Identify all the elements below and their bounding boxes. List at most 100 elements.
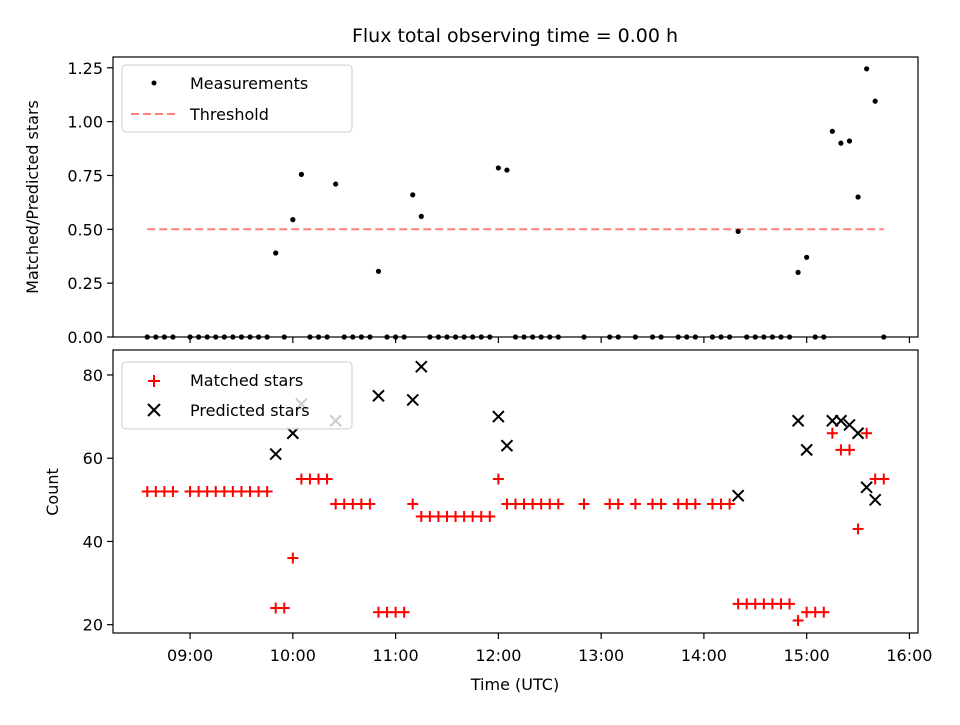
matched-star-point [826,427,838,439]
matched-star-point [492,473,504,485]
bottom-y-tick-label: 60 [83,449,103,468]
measurement-point [829,128,835,134]
matched-star-point [321,473,333,485]
predicted-star-point [860,481,873,494]
top-y-tick-label: 0.75 [67,166,103,185]
predicted-star-point [286,427,300,440]
measurement-point [864,66,870,72]
matched-star-point [612,498,624,510]
top-legend: Measurements Threshold [121,64,353,133]
legend-threshold-label: Threshold [189,105,269,124]
predicted-star-point [834,414,848,427]
top-axes-frame [112,56,919,338]
matched-star-point [398,606,410,618]
bottom-marks [141,360,890,627]
matched-star-point [861,427,873,439]
chart-title: Flux total observing time = 0.00 h [352,25,678,47]
legend-predicted-label: Predicted stars [190,401,310,420]
bottom-y-axis-label: Count [43,468,62,516]
bottom-x-tick-label: 11:00 [373,646,419,665]
matched-star-point [287,552,299,564]
bottom-axes-frame [112,349,919,634]
bottom-x-tick-label: 15:00 [784,646,830,665]
matched-star-point [552,498,564,510]
top-marks [144,66,887,340]
measurement-point [804,254,810,260]
predicted-star-point [731,489,745,502]
top-y-tick-label: 1.00 [67,113,103,132]
measurement-point [735,228,741,235]
top-x-ticks [189,337,911,343]
predicted-star-point [269,447,282,461]
bottom-x-ticks: 09:00 10:00 11:00 12:00 13:00 14:00 15:00 16:00 [167,633,932,665]
predicted-star-point [500,439,514,452]
top-y-tick-label: 0.25 [67,274,103,293]
top-y-tick-label: 0.00 [67,328,103,347]
top-y-tick-label: 1.25 [67,59,103,78]
predicted-star-point [492,410,505,423]
bottom-y-ticks: 20 40 60 80 [83,366,113,635]
measurement-point [504,167,510,173]
bottom-legend-box [121,361,353,430]
measurement-point [375,268,382,274]
top-y-tick-label: 0.50 [67,220,103,239]
bottom-y-tick-label: 80 [83,366,103,385]
predicted-star-point [372,389,385,402]
matched-star-point [784,598,796,610]
measurement-point [855,194,861,200]
matched-star-point [792,615,804,627]
matched-star-point [484,510,496,522]
matched-star-point [278,602,290,614]
measurement-point [273,250,279,256]
measurement-point [846,138,853,144]
matched-star-point [629,498,641,510]
measurement-point [872,98,878,104]
measurement-point [838,140,844,146]
matched-star-point [364,498,376,510]
top-legend-box [121,64,353,133]
predicted-star-point [800,443,813,457]
legend-predicted-marker [147,403,161,417]
top-y-axis-label: Matched/Predicted stars [23,100,42,294]
bottom-panel: 09:00 10:00 11:00 12:00 13:00 14:00 15:00 16:00… [43,349,932,694]
measurement-point [418,213,424,219]
bottom-x-tick-label: 16:00 [886,646,932,665]
measurement-point [298,171,305,177]
bottom-x-axis-label: Time (UTC) [470,675,559,694]
measurement-point [333,181,339,187]
matched-star-point [818,606,830,618]
measurement-point [495,165,501,171]
matched-star-point [689,498,701,510]
legend-matched-label: Matched stars [190,371,303,390]
bottom-x-tick-label: 13:00 [578,646,624,665]
predicted-star-point [415,360,428,373]
matched-star-point [407,498,419,510]
bottom-x-tick-label: 09:00 [167,646,213,665]
bottom-y-tick-label: 20 [83,616,103,635]
predicted-star-point [851,427,865,440]
predicted-star-point [791,414,805,427]
legend-matched-marker [148,375,160,387]
predicted-star-point [868,493,882,507]
top-panel: 0.00 0.25 0.50 0.75 1.00 1.25 Matched/Predict… [23,56,919,347]
matched-star-point [852,523,864,535]
bottom-legend: Matched stars Predicted stars [121,361,353,430]
bottom-x-tick-label: 10:00 [270,646,316,665]
legend-measurements-marker [151,80,157,86]
matched-star-point [878,473,890,485]
matched-star-point [261,486,273,497]
bottom-y-tick-label: 40 [83,532,103,551]
bottom-x-tick-label: 12:00 [475,646,521,665]
measurement-point [290,217,296,223]
matched-star-point [724,498,736,510]
matched-star-point [167,486,179,497]
top-y-ticks: 0.00 0.25 0.50 0.75 1.00 1.25 [67,59,113,347]
legend-measurements-label: Measurements [190,74,308,93]
matched-star-point [578,498,590,510]
matched-star-point [843,444,855,456]
bottom-x-tick-label: 14:00 [681,646,727,665]
measurement-point [795,269,801,275]
predicted-star-point [406,393,419,407]
